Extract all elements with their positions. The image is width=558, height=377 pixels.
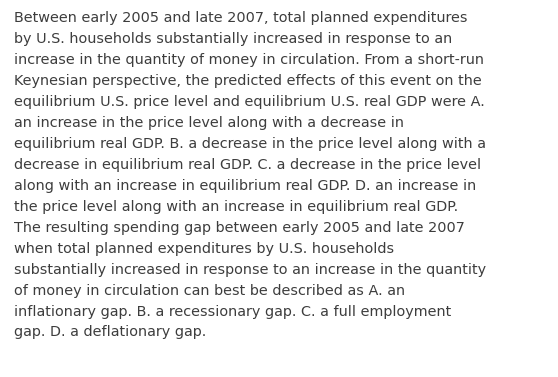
Text: The resulting spending gap between early 2005 and late 2007: The resulting spending gap between early…	[14, 221, 465, 235]
Text: equilibrium real GDP. B. a decrease in the price level along with a: equilibrium real GDP. B. a decrease in t…	[14, 137, 486, 151]
Text: inflationary gap. B. a recessionary gap. C. a full employment: inflationary gap. B. a recessionary gap.…	[14, 305, 451, 319]
Text: an increase in the price level along with a decrease in: an increase in the price level along wit…	[14, 116, 404, 130]
Text: increase in the quantity of money in circulation. From a short-run: increase in the quantity of money in cir…	[14, 53, 484, 67]
Text: Keynesian perspective, the predicted effects of this event on the: Keynesian perspective, the predicted eff…	[14, 74, 482, 88]
Text: gap. D. a deflationary gap.: gap. D. a deflationary gap.	[14, 325, 206, 339]
Text: of money in circulation can best be described as A. an: of money in circulation can best be desc…	[14, 284, 405, 297]
Text: by U.S. households substantially increased in response to an: by U.S. households substantially increas…	[14, 32, 452, 46]
Text: the price level along with an increase in equilibrium real GDP.: the price level along with an increase i…	[14, 200, 458, 214]
Text: equilibrium U.S. price level and equilibrium U.S. real GDP were A.: equilibrium U.S. price level and equilib…	[14, 95, 485, 109]
Text: substantially increased in response to an increase in the quantity: substantially increased in response to a…	[14, 263, 486, 277]
Text: along with an increase in equilibrium real GDP. D. an increase in: along with an increase in equilibrium re…	[14, 179, 476, 193]
Text: decrease in equilibrium real GDP. C. a decrease in the price level: decrease in equilibrium real GDP. C. a d…	[14, 158, 481, 172]
Text: Between early 2005 and late 2007, total planned expenditures: Between early 2005 and late 2007, total …	[14, 11, 468, 25]
Text: when total planned expenditures by U.S. households: when total planned expenditures by U.S. …	[14, 242, 394, 256]
